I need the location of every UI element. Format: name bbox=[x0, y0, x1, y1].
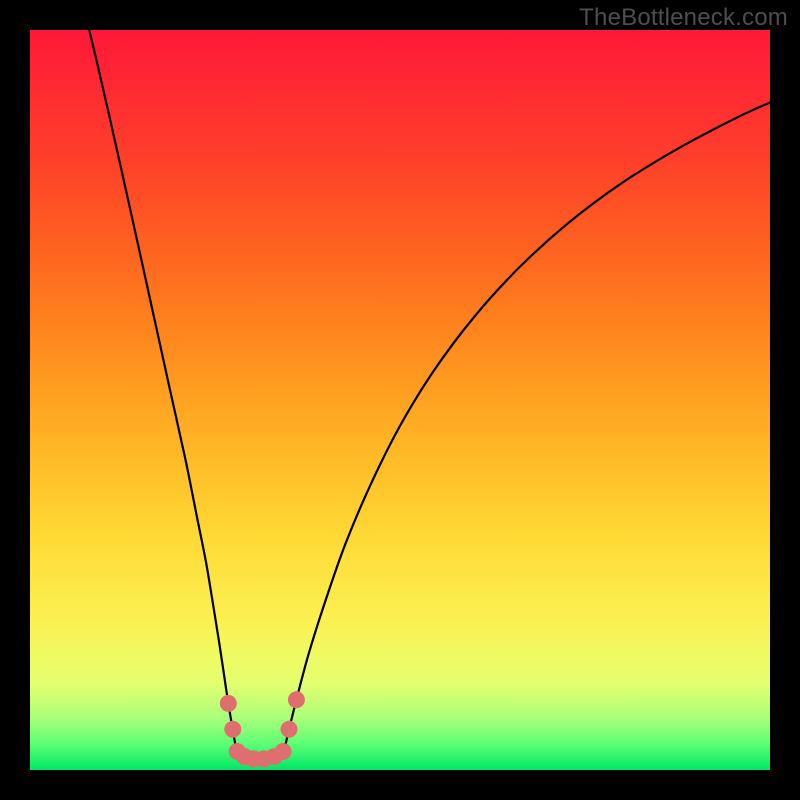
curve-marker bbox=[220, 695, 237, 712]
chart-root: TheBottleneck.com bbox=[0, 0, 800, 800]
curve-marker bbox=[275, 743, 292, 760]
curve-marker bbox=[288, 691, 305, 708]
curve-marker bbox=[281, 721, 298, 738]
chart-svg bbox=[0, 0, 800, 800]
plot-background bbox=[30, 30, 770, 770]
curve-marker bbox=[224, 721, 241, 738]
watermark-text: TheBottleneck.com bbox=[579, 4, 788, 32]
